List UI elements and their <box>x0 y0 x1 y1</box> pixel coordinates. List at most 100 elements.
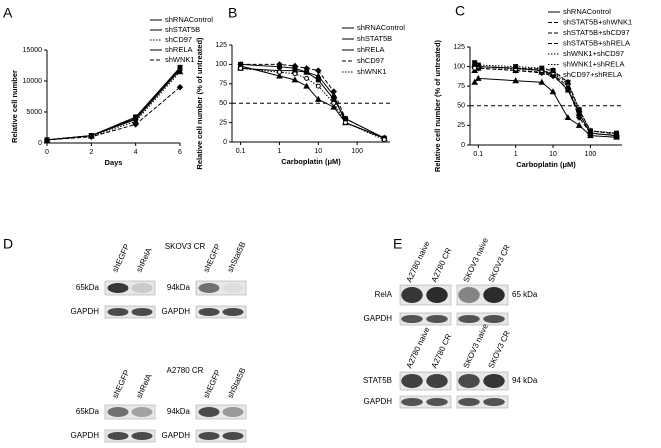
lane-label: shEGFP <box>202 369 223 400</box>
panel-label: E <box>393 236 402 252</box>
band <box>198 407 220 417</box>
band <box>426 374 448 388</box>
row-label: GAPDH <box>364 314 393 323</box>
point <box>292 71 298 77</box>
y-tick-label: 25 <box>219 119 227 126</box>
band <box>107 407 129 417</box>
point <box>576 107 582 113</box>
point <box>342 120 348 126</box>
band <box>483 315 505 323</box>
band <box>458 398 480 406</box>
lane-label: shStat5B <box>226 241 248 274</box>
point <box>314 72 322 79</box>
y-tick-label: 0 <box>38 140 42 147</box>
x-tick-label: 0.1 <box>236 148 246 155</box>
band <box>401 315 423 323</box>
band <box>107 283 129 293</box>
legend-label: shWNK1 <box>165 55 195 64</box>
y-tick-label: 0 <box>223 139 227 146</box>
row-label: GAPDH <box>364 397 393 406</box>
series-line <box>46 69 181 141</box>
x-tick-label: 0.1 <box>473 151 483 158</box>
point <box>176 83 184 91</box>
y-axis-label: Relative cell number <box>10 70 19 143</box>
band <box>458 315 480 323</box>
point <box>132 121 139 128</box>
legend-label: shWNK1+shRELA <box>563 59 624 68</box>
x-axis-label: Days <box>105 158 123 167</box>
y-tick-label: 100 <box>215 61 227 68</box>
legend-label: shRELA <box>165 45 193 54</box>
series-line <box>474 77 617 138</box>
series-line <box>240 63 385 139</box>
point <box>330 103 338 110</box>
band <box>222 283 244 293</box>
panel-label: A <box>3 5 13 21</box>
lane-label: shEGFP <box>111 369 132 400</box>
lane-label: shRelA <box>135 372 154 400</box>
band <box>401 398 423 406</box>
x-tick-label: 2 <box>89 149 93 156</box>
y-axis-label: Relative cell number (% of untreated) <box>195 37 204 170</box>
lane-label: shRelA <box>135 246 154 274</box>
group-title: A2780 CR <box>167 366 204 375</box>
series-line <box>240 67 385 141</box>
point <box>177 64 183 70</box>
point <box>88 133 95 141</box>
row-label: 94kDa <box>167 407 191 416</box>
point <box>276 72 283 79</box>
y-tick-label: 125 <box>215 42 227 49</box>
point <box>613 133 620 140</box>
band <box>131 407 153 417</box>
legend-label: shCD97 <box>357 56 384 65</box>
legend-label: shWNK1+shCD97 <box>563 49 624 58</box>
lane-label: A2780 naive <box>405 239 432 284</box>
series-line <box>46 71 181 141</box>
point <box>513 64 519 70</box>
point <box>475 62 481 68</box>
point <box>315 67 322 74</box>
point <box>564 85 572 92</box>
y-tick-label: 5000 <box>26 109 42 116</box>
point <box>303 65 310 72</box>
point <box>303 82 310 89</box>
band <box>426 315 448 323</box>
point <box>381 137 387 143</box>
panel-label: C <box>455 3 465 19</box>
band <box>483 374 505 388</box>
point <box>549 88 557 95</box>
row-label: 65kDa <box>76 283 100 292</box>
band <box>131 283 153 293</box>
y-tick-label: 10000 <box>23 78 43 85</box>
lane-label: SKOV3 CR <box>487 329 512 370</box>
point <box>314 95 322 102</box>
band <box>198 308 220 316</box>
point <box>238 65 244 71</box>
row-label: 65kDa <box>76 407 100 416</box>
point <box>291 76 299 83</box>
row-label: GAPDH <box>162 431 191 440</box>
point <box>304 75 310 81</box>
band <box>107 432 129 440</box>
x-axis-label: Carboplatin (μM) <box>516 160 576 169</box>
row-label: STAT5B <box>363 376 392 385</box>
y-tick-label: 75 <box>219 81 227 88</box>
x-tick-label: 100 <box>351 148 363 155</box>
point <box>176 68 184 75</box>
y-tick-label: 0 <box>461 142 465 149</box>
band <box>131 308 153 316</box>
x-tick-label: 6 <box>178 149 182 156</box>
legend-label: shCD97 <box>165 35 192 44</box>
panel-label: B <box>228 5 237 21</box>
y-axis-label: Relative cell number (% of untreated) <box>433 39 442 172</box>
x-tick-label: 10 <box>549 151 557 158</box>
band <box>198 283 220 293</box>
point <box>575 121 583 128</box>
point <box>550 68 556 74</box>
lane-label: SKOV3 naive <box>462 322 491 370</box>
lane-label: SKOV3 naive <box>462 236 491 284</box>
x-tick-label: 10 <box>314 148 322 155</box>
legend-label: shRNAControl <box>165 15 213 24</box>
y-tick-label: 75 <box>457 83 465 90</box>
series-line <box>46 86 181 141</box>
